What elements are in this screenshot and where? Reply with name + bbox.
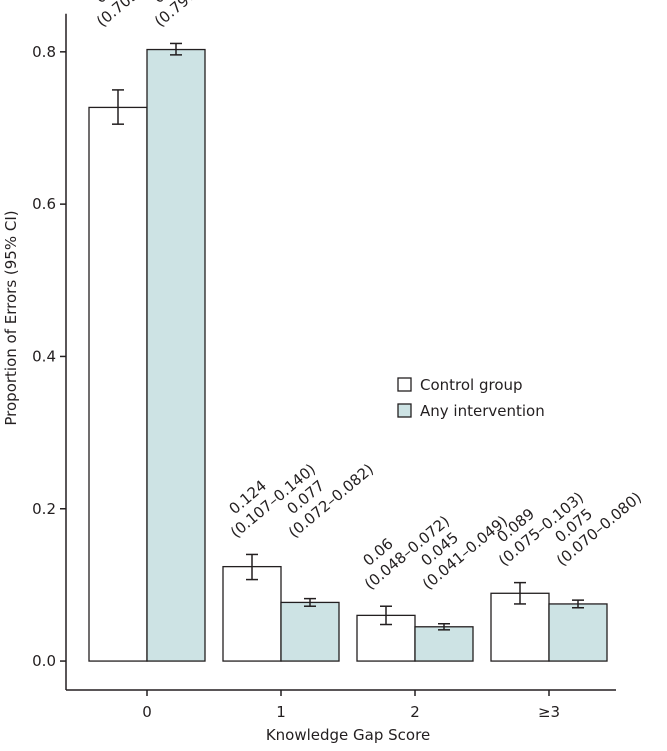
y-tick-label: 0.2 [32,500,56,518]
x-axis-title: Knowledge Gap Score [266,726,430,744]
y-tick-label: 0.4 [32,347,56,365]
value-label-group: 0.803(0.796–0.811) [150,0,244,31]
y-axis-title: Proportion of Errors (95% CI) [2,210,20,425]
x-tick-label: 0 [142,703,152,721]
bar [280,601,340,662]
bar [414,626,474,662]
bar [146,48,206,662]
bar [548,603,608,662]
bar [88,106,148,662]
bar [222,565,282,662]
x-tick-label: 1 [276,703,286,721]
y-tick-label: 0.8 [32,43,56,61]
x-tick-label: 2 [410,703,420,721]
y-tick-label: 0.0 [32,652,56,670]
y-tick-label: 0.6 [32,195,56,213]
x-tick-label: ≥3 [538,703,560,721]
legend-swatch [397,377,412,392]
ci-label: (0.796–0.811) [151,0,243,31]
legend-label: Control group [420,376,523,394]
legend-label: Any intervention [420,402,545,420]
legend-swatch [397,403,412,418]
